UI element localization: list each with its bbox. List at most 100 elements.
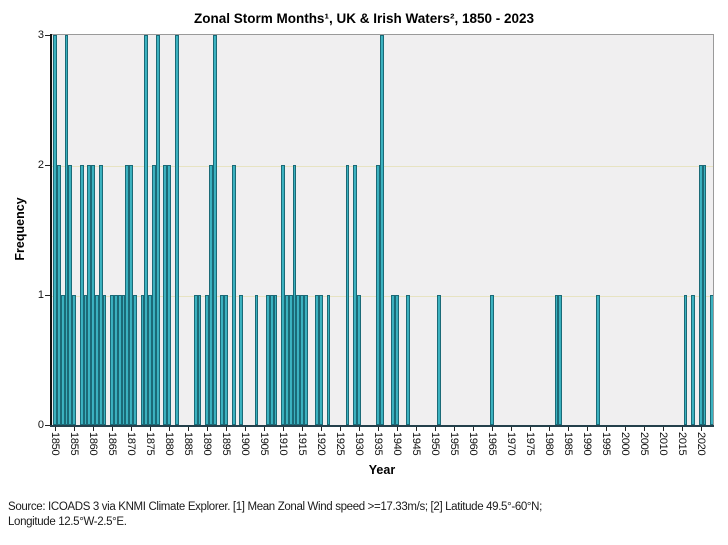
- bar-1891: [208, 165, 213, 425]
- bar-1859: [87, 165, 92, 425]
- x-tick-label-1905: 1905: [258, 432, 271, 456]
- bar-1965: [489, 295, 494, 425]
- y-tick-label-3: 3: [37, 28, 44, 41]
- x-tick-label-2005: 2005: [637, 432, 650, 456]
- x-tick-label-1940: 1940: [390, 432, 403, 456]
- bar-2018: [691, 295, 695, 425]
- x-tick-label-1935: 1935: [371, 432, 384, 456]
- bar-1853: [64, 35, 69, 425]
- x-tick-1885: [188, 427, 190, 431]
- x-tick-label-1975: 1975: [523, 432, 536, 456]
- bar-1982: [554, 295, 559, 425]
- x-tick-1870: [131, 427, 133, 431]
- x-tick-label-1880: 1880: [163, 432, 176, 456]
- y-tick-3: [44, 35, 50, 36]
- bar-1939: [391, 295, 396, 425]
- bar-1929: [353, 165, 358, 425]
- x-tick-1925: [339, 427, 341, 431]
- x-tick-1890: [207, 427, 209, 431]
- x-tick-label-1980: 1980: [542, 432, 555, 456]
- x-tick-1865: [112, 427, 114, 431]
- x-tick-2015: [681, 427, 683, 431]
- bar-1911: [284, 295, 289, 425]
- x-tick-label-2020: 2020: [694, 432, 707, 456]
- x-tick-label-1930: 1930: [352, 432, 365, 456]
- bar-1882: [174, 35, 179, 425]
- bar-2023: [710, 295, 713, 425]
- bar-1890: [205, 295, 209, 425]
- x-tick-label-1950: 1950: [428, 432, 441, 456]
- bar-2021: [702, 165, 707, 425]
- x-tick-2000: [624, 427, 626, 431]
- bar-1922: [326, 295, 331, 425]
- x-tick-1905: [264, 427, 266, 431]
- bar-1935: [376, 165, 380, 425]
- bar-1920: [319, 295, 323, 425]
- x-axis-label: Year: [368, 463, 396, 477]
- x-tick-1955: [453, 427, 455, 431]
- bar-1919: [315, 295, 320, 425]
- bar-2016: [683, 295, 688, 425]
- x-tick-1880: [169, 427, 171, 431]
- x-axis-line: [49, 425, 714, 427]
- bar-1951: [436, 295, 441, 425]
- x-tick-1940: [396, 427, 398, 431]
- x-tick-1850: [55, 427, 57, 431]
- x-tick-label-1855: 1855: [68, 432, 81, 456]
- x-tick-label-1960: 1960: [466, 432, 479, 456]
- bar-2020: [698, 165, 703, 425]
- bar-1857: [79, 165, 84, 425]
- bar-1875: [148, 295, 153, 425]
- bar-1914: [296, 295, 301, 425]
- x-tick-1875: [150, 427, 152, 431]
- x-tick-label-1985: 1985: [561, 432, 574, 456]
- x-tick-1950: [434, 427, 436, 431]
- x-tick-label-1945: 1945: [409, 432, 422, 456]
- bar-1906: [265, 295, 270, 425]
- y-axis-label: Frequency: [13, 197, 27, 261]
- bar-1861: [95, 295, 99, 425]
- plot-area: [51, 34, 714, 425]
- x-tick-label-1920: 1920: [314, 432, 327, 456]
- bar-1894: [220, 295, 225, 425]
- x-tick-label-1900: 1900: [239, 432, 252, 456]
- bar-1867: [117, 295, 122, 425]
- x-tick-1990: [586, 427, 588, 431]
- x-tick-1995: [605, 427, 607, 431]
- x-tick-label-1970: 1970: [504, 432, 517, 456]
- footnote-line-1: Source: ICOADS 3 via KNMI Climate Explor…: [8, 501, 542, 513]
- x-tick-2020: [700, 427, 702, 431]
- bar-1854: [68, 165, 73, 425]
- x-tick-1985: [567, 427, 569, 431]
- bar-1866: [114, 295, 118, 425]
- x-tick-label-1850: 1850: [49, 432, 62, 456]
- x-tick-1970: [510, 427, 512, 431]
- x-tick-label-1895: 1895: [220, 432, 233, 456]
- bar-1927: [345, 165, 350, 425]
- x-tick-1980: [548, 427, 550, 431]
- bar-1887: [193, 295, 198, 425]
- x-tick-label-1885: 1885: [182, 432, 195, 456]
- x-tick-1975: [529, 427, 531, 431]
- x-tick-label-1910: 1910: [277, 432, 290, 456]
- bar-1907: [269, 295, 274, 425]
- bar-1858: [83, 295, 88, 425]
- bar-1860: [91, 165, 96, 425]
- x-tick-1855: [74, 427, 76, 431]
- x-tick-1915: [302, 427, 303, 431]
- x-tick-2010: [662, 427, 664, 431]
- x-tick-1910: [283, 427, 285, 431]
- x-tick-label-2000: 2000: [618, 432, 631, 456]
- x-tick-1930: [358, 427, 360, 431]
- bar-1852: [60, 295, 65, 425]
- bar-1912: [288, 295, 293, 425]
- bar-1993: [596, 295, 601, 425]
- bar-1895: [224, 295, 228, 425]
- bar-1868: [121, 295, 126, 425]
- bar-1851: [57, 165, 61, 425]
- bar-1903: [254, 295, 259, 425]
- bar-1908: [273, 295, 278, 425]
- bar-1870: [129, 165, 134, 425]
- x-tick-label-1995: 1995: [599, 432, 612, 456]
